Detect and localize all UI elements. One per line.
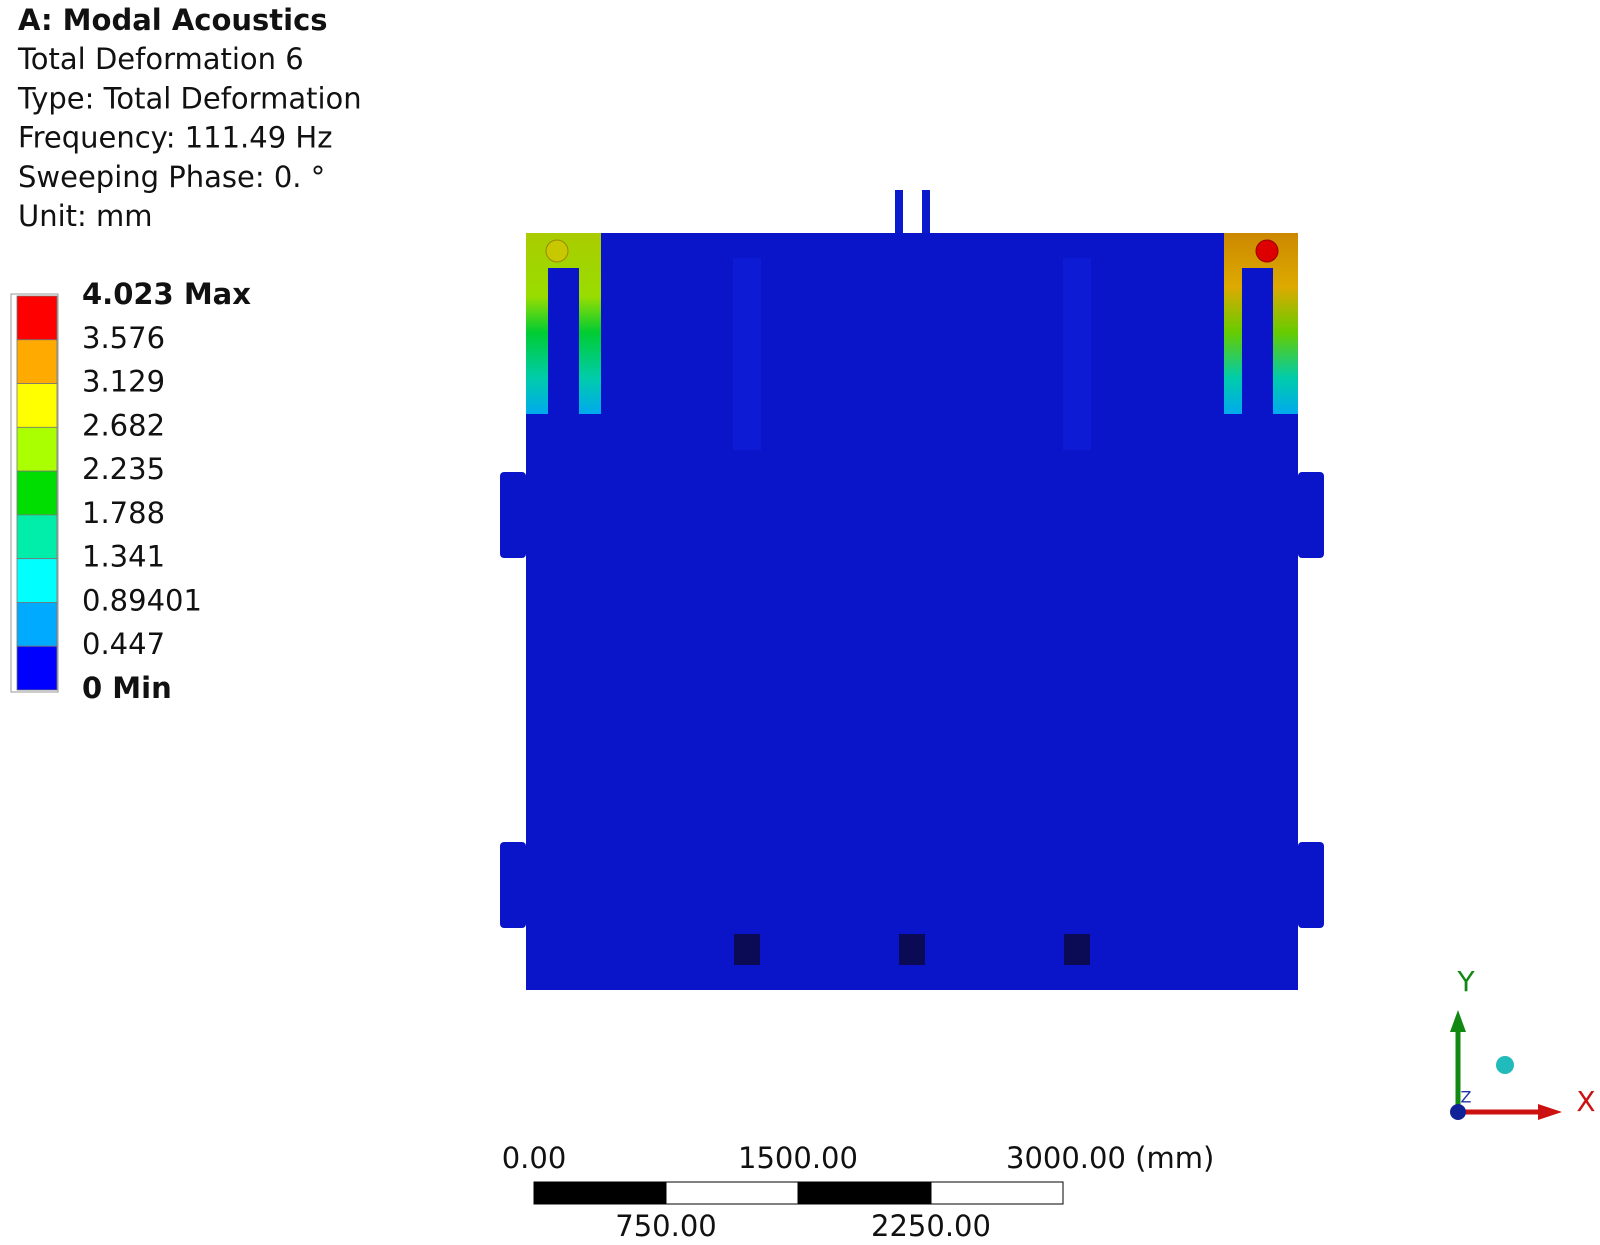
legend-band (16, 645, 58, 691)
legend-band (16, 339, 58, 384)
legend-label: 2.235 (82, 452, 165, 486)
header: A: Modal Acoustics Total Deformation 6 Typ… (17, 3, 362, 233)
legend-band (16, 383, 58, 428)
scale-label: 1500.00 (738, 1141, 858, 1175)
legend-band (16, 602, 58, 647)
info-line: Sweeping Phase: 0. ° (18, 160, 325, 194)
scale-label: 0.00 (502, 1141, 567, 1175)
legend-label: 4.023 Max (82, 277, 251, 311)
legend-label: 3.129 (82, 365, 165, 399)
scale-bar: 0.00 1500.00 3000.00 (mm) 750.00 2250.00 (502, 1141, 1215, 1243)
info-line: Type: Total Deformation (17, 81, 362, 115)
legend-label: 0.447 (82, 627, 165, 661)
info-line: Total Deformation 6 (17, 42, 304, 76)
legend-band (16, 470, 58, 516)
model (500, 190, 1324, 990)
legend-band (16, 514, 58, 560)
legend: 4.023 Max 3.576 3.129 2.682 2.235 1.788 1.341 0… (10, 277, 251, 705)
legend-label: 1.788 (82, 496, 165, 530)
legend-label: 0 Min (82, 671, 172, 705)
legend-label: 0.89401 (82, 583, 202, 617)
legend-label: 1.341 (82, 540, 165, 574)
axis-label: Y (1456, 965, 1475, 998)
title: A: Modal Acoustics (18, 3, 328, 37)
info-line: Unit: mm (18, 199, 153, 233)
scale-label: 3000.00 (mm) (1006, 1141, 1214, 1175)
legend-label: 3.576 (82, 321, 165, 355)
legend-band (16, 558, 58, 603)
legend-label: 2.682 (82, 408, 165, 442)
info-line: Frequency: 111.49 Hz (18, 121, 332, 155)
legend-band (16, 426, 58, 472)
scale-label: 750.00 (615, 1209, 716, 1243)
axis-triad: Y X Z (1450, 965, 1596, 1120)
axis-label: Z (1461, 1088, 1472, 1107)
axis-label: X (1576, 1085, 1595, 1118)
scale-label: 2250.00 (871, 1209, 991, 1243)
legend-band (16, 295, 58, 341)
